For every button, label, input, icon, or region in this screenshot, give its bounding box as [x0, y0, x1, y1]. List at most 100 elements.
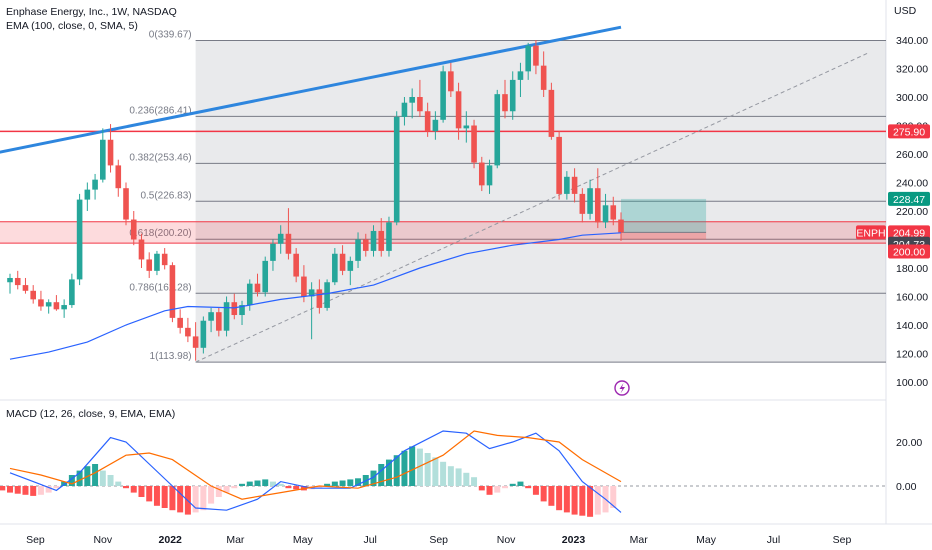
- macd-histogram-bar: [517, 481, 524, 486]
- macd-histogram-bar: [22, 486, 29, 495]
- candle-body: [76, 199, 83, 280]
- macd-histogram-bar: [316, 486, 323, 489]
- macd-histogram-bar: [293, 486, 300, 490]
- grid-layer: [0, 0, 932, 525]
- price-tick-label: 320.00: [896, 64, 928, 76]
- macd-histogram-bar: [92, 464, 99, 486]
- lightning-icon-bolt: [619, 383, 625, 394]
- macd-histogram-bar: [525, 486, 532, 489]
- candle-body: [216, 312, 222, 331]
- macd-histogram-bar: [455, 468, 462, 486]
- candle-body: [463, 125, 470, 129]
- macd-histogram-bar: [556, 486, 563, 511]
- candle-body: [254, 283, 261, 293]
- price-badge: [888, 124, 930, 139]
- macd-histogram-bar: [409, 446, 416, 486]
- macd-histogram-bar: [14, 486, 21, 494]
- macd-line: [9, 430, 622, 513]
- time-tick-label: Mar: [630, 534, 649, 546]
- macd-histogram-bar: [385, 459, 392, 486]
- macd-histogram-bar: [146, 486, 153, 502]
- macd-histogram-bar: [471, 477, 478, 486]
- candle-body: [146, 259, 153, 271]
- macd-histogram-bar: [378, 464, 385, 486]
- price-tick-label: 120.00: [896, 349, 928, 361]
- time-tick-label: Nov: [497, 534, 516, 546]
- candle-body: [14, 277, 21, 286]
- macd-histogram-bar: [53, 486, 60, 489]
- candle-body: [548, 89, 555, 137]
- candle-body: [107, 139, 114, 166]
- candle-body: [45, 302, 52, 307]
- candle-body: [393, 116, 400, 223]
- candle-body: [540, 65, 547, 90]
- price-tick-label: 340.00: [896, 35, 928, 47]
- candle-body: [347, 260, 354, 271]
- candle-body: [100, 139, 106, 180]
- drawing-lines[interactable]: [0, 25, 886, 363]
- macd-histogram-bar: [416, 448, 423, 486]
- candle-body: [332, 253, 338, 283]
- macd-pane: 0.00 20.00: [0, 430, 922, 517]
- macd-histogram-bar: [355, 478, 362, 486]
- macd-histogram-bar: [370, 470, 377, 486]
- candle-body: [285, 233, 292, 254]
- price-tick-label: 300.00: [896, 92, 928, 104]
- macd-histogram-bar: [68, 475, 75, 486]
- candle-body: [386, 222, 392, 251]
- price-tick-label: 180.00: [896, 263, 928, 275]
- macd-histogram-bar: [200, 486, 207, 511]
- candle-body: [277, 233, 284, 244]
- candle-body: [494, 94, 501, 166]
- macd-histogram-bar: [138, 486, 145, 497]
- macd-histogram-bar: [277, 483, 284, 486]
- candle-body: [324, 282, 330, 308]
- fib-level-label: 0(339.67): [149, 29, 192, 40]
- fib-level-label: 0.618(200.20): [129, 228, 191, 239]
- candle-body: [130, 219, 137, 240]
- macd-histogram-bar: [285, 486, 292, 489]
- candle-body: [533, 45, 539, 66]
- macd-histogram-bar: [0, 486, 6, 491]
- macd-histogram-bar: [7, 486, 13, 493]
- macd-histogram-bar: [45, 486, 52, 493]
- zones-layer: [0, 198, 886, 244]
- candle-body: [587, 188, 593, 214]
- time-tick-label: Sep: [833, 534, 852, 546]
- symbol-tag-label: ENPH: [856, 227, 885, 239]
- candle-body: [401, 102, 408, 117]
- candle-body: [525, 45, 531, 72]
- fib-retracement[interactable]: 0(339.67) 0.236(286.41) 0.382(253.46) 0.5(2…: [129, 29, 887, 363]
- lightning-icon[interactable]: [614, 380, 630, 396]
- macd-histogram-bar: [432, 457, 439, 486]
- candle-body: [239, 305, 245, 316]
- diagonal-dashed-line: [195, 52, 869, 363]
- macd-histogram-bar: [401, 450, 408, 486]
- macd-histogram-bar: [239, 483, 246, 486]
- trend-line: [0, 25, 622, 154]
- macd-histogram-bar: [115, 481, 122, 486]
- candle-body: [22, 285, 29, 291]
- macd-histogram-bar: [563, 486, 570, 513]
- candle-body: [192, 336, 199, 348]
- candle-body: [177, 317, 183, 328]
- chart-title: Enphase Energy, Inc., 1W, NASDAQ: [6, 6, 177, 18]
- candle-body: [618, 219, 624, 233]
- macd-histogram-bar: [262, 479, 269, 486]
- candle-body: [362, 239, 369, 251]
- macd-histogram-bar: [192, 486, 199, 513]
- candle-body: [270, 243, 276, 261]
- macd-histogram-bar: [331, 481, 338, 486]
- time-axis[interactable]: Sep Nov 2022 Mar May Jul Sep Nov 2023 Mar May Jul Se…: [26, 534, 851, 546]
- time-tick-label: Nov: [93, 534, 112, 546]
- macd-tick-label: 20.00: [896, 437, 922, 449]
- candle-body: [301, 276, 307, 297]
- candle-body: [262, 260, 269, 293]
- candle-body: [339, 253, 346, 271]
- macd-histogram-bar: [393, 455, 400, 486]
- price-tick-label: 160.00: [896, 292, 928, 304]
- time-tick-label: Jul: [767, 534, 780, 546]
- time-tick-label: Jul: [363, 534, 376, 546]
